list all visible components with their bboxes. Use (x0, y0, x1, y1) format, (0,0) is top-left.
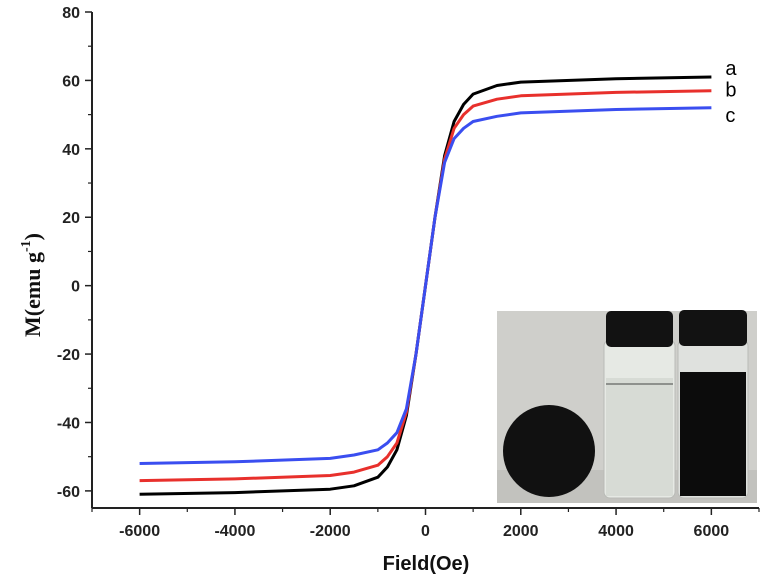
clear-vial-cap (606, 311, 673, 347)
series-label-a: a (725, 58, 737, 80)
y-tick-label: -40 (57, 415, 80, 432)
y-tick-label: 40 (62, 142, 80, 159)
x-tick-label: 4000 (598, 523, 634, 540)
y-tick-label: 20 (62, 210, 80, 227)
series-layer (139, 75, 712, 496)
y-tick-label: 60 (62, 73, 80, 90)
curve-labels: abc (725, 58, 737, 127)
dark-vial (677, 310, 749, 499)
ticks-layer: -6000 -4000 -2000 0 2000 4000 6000 -60 -40 -20 0 20… (57, 5, 760, 540)
y-tick-label: -20 (57, 347, 80, 364)
x-axis-title: Field(Oe) (383, 553, 470, 575)
x-tick-label: -2000 (310, 523, 351, 540)
x-tick-label: 2000 (503, 523, 539, 540)
y-axis-title-main: M(emu g (20, 252, 45, 337)
clear-vial-liquid (606, 378, 673, 496)
y-axis-title-superscript: -1 (19, 240, 34, 252)
clear-vial (603, 311, 676, 499)
x-tick-label: -6000 (119, 523, 160, 540)
black-disk-sample (503, 405, 595, 497)
series-label-c: c (725, 105, 735, 127)
series-label-b: b (725, 80, 736, 102)
y-tick-label: -60 (57, 484, 80, 501)
y-tick-label: 80 (62, 5, 80, 22)
y-axis-title-close: ) (20, 233, 45, 240)
x-tick-label: 6000 (694, 523, 730, 540)
series-line-c (139, 106, 712, 465)
y-tick-label: 0 (71, 279, 80, 296)
svg-text:M(emu g-1): M(emu g-1) (19, 233, 45, 337)
y-axis-title: M(emu g-1) (19, 233, 45, 337)
inset-photo (497, 310, 757, 503)
dark-vial-cap (679, 310, 747, 346)
x-tick-label: -4000 (214, 523, 255, 540)
x-tick-label: 0 (421, 523, 430, 540)
dark-vial-liquid (680, 372, 746, 496)
